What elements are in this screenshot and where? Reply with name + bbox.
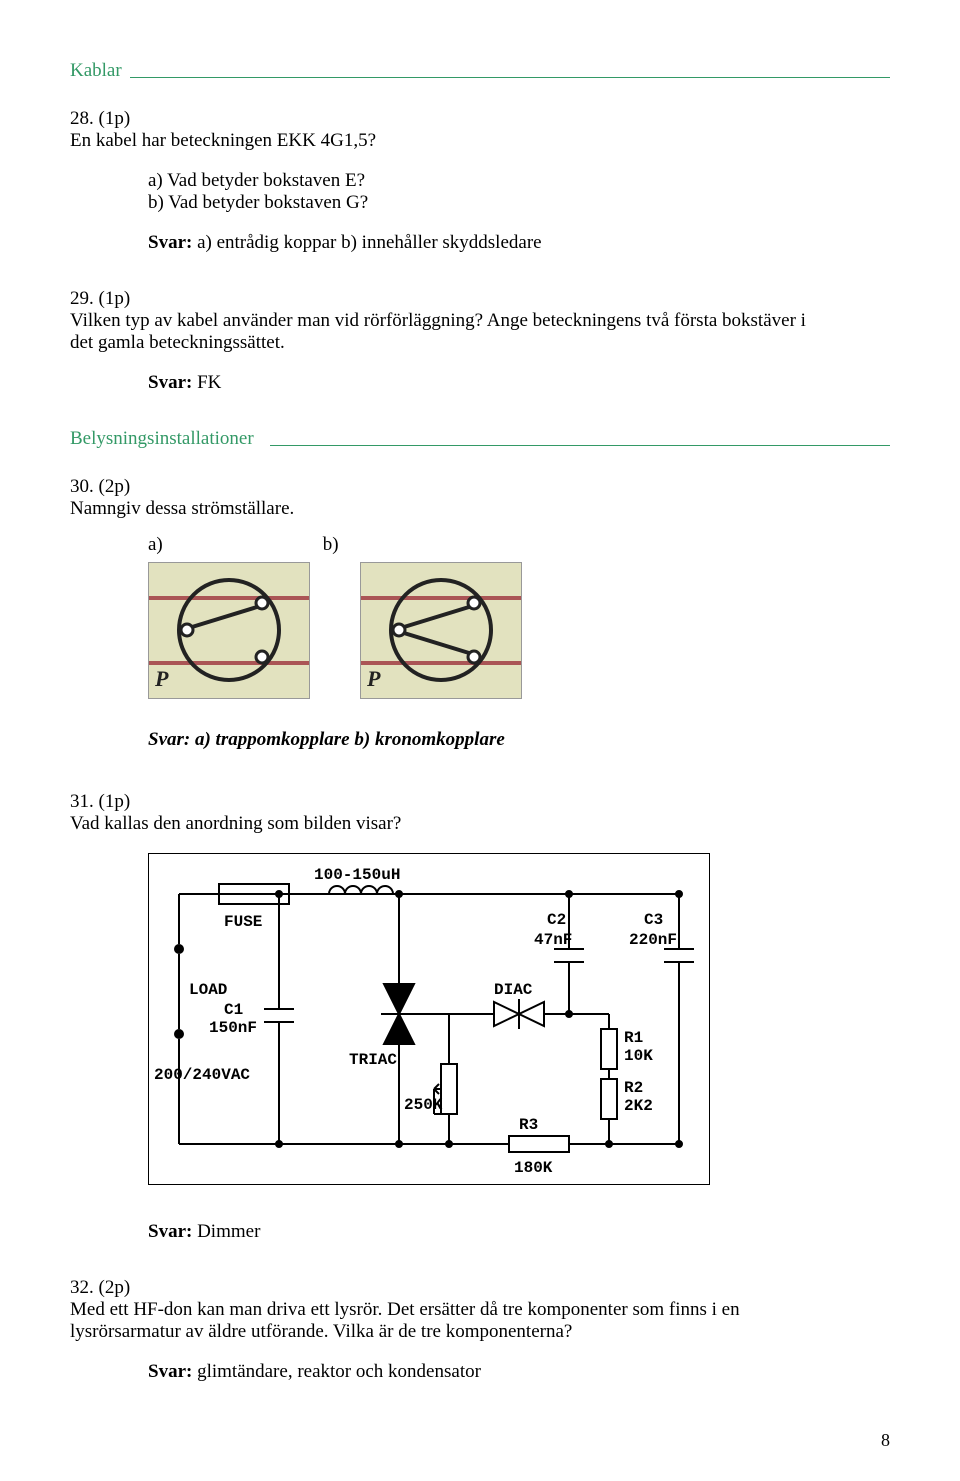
svg-text:220nF: 220nF: [629, 931, 677, 949]
page-number: 8: [881, 1430, 890, 1451]
svg-text:200/240VAC: 200/240VAC: [154, 1066, 250, 1084]
svg-text:R2: R2: [624, 1079, 643, 1097]
svg-text:C2: C2: [547, 911, 566, 929]
q32-svar-text: glimtändare, reaktor och kondensator: [192, 1361, 481, 1382]
section-title-text: Kablar: [70, 60, 122, 81]
switch-diagram-b: P: [360, 562, 522, 699]
q30-images: P P: [148, 562, 890, 699]
svg-text:R1: R1: [624, 1029, 643, 1047]
switch-diagram-a: P: [148, 562, 310, 699]
q32-svar-label: Svar:: [148, 1361, 192, 1382]
q28-svar-label: Svar:: [148, 232, 192, 253]
svg-text:47nF: 47nF: [534, 931, 572, 949]
q31-text: Vad kallas den anordning som bilden visa…: [70, 813, 808, 835]
q31-svar-label: Svar:: [148, 1221, 192, 1242]
question-30: 30. (2p) Namngiv dessa strömställare.: [70, 476, 890, 520]
svg-text:150nF: 150nF: [209, 1019, 257, 1037]
p-label-b: P: [367, 666, 380, 692]
svg-text:TRIAC: TRIAC: [349, 1051, 397, 1069]
q30-svar-text: a) trappomkopplare b) kronomkopplare: [190, 729, 505, 750]
svg-text:LOAD: LOAD: [189, 981, 227, 999]
q32-number: 32. (2p): [70, 1277, 148, 1299]
svg-text:FUSE: FUSE: [224, 913, 262, 931]
q28-answer: Svar: a) entrådig koppar b) innehåller s…: [148, 232, 890, 254]
section-title-text2: Belysningsinstallationer: [70, 428, 254, 449]
q28-option-b: b) Vad betyder bokstaven G?: [148, 192, 890, 214]
q29-svar-text: FK: [192, 372, 221, 393]
q30-labels: a) b): [148, 534, 890, 556]
q29-answer: Svar: FK: [148, 372, 890, 394]
svg-text:C1: C1: [224, 1001, 243, 1019]
q30-text: Namngiv dessa strömställare.: [70, 498, 808, 520]
question-28: 28. (1p) En kabel har beteckningen EKK 4…: [70, 108, 890, 152]
q29-svar-label: Svar:: [148, 372, 192, 393]
q29-text: Vilken typ av kabel använder man vid rör…: [70, 310, 808, 354]
q32-answer: Svar: glimtändare, reaktor och kondensat…: [148, 1361, 890, 1383]
question-31: 31. (1p) Vad kallas den anordning som bi…: [70, 791, 890, 835]
question-32: 32. (2p) Med ett HF-don kan man driva et…: [70, 1277, 890, 1343]
q31-svar-text: Dimmer: [192, 1221, 260, 1242]
q31-answer: Svar: Dimmer: [148, 1221, 890, 1243]
svg-text:180K: 180K: [514, 1159, 553, 1177]
section-title-belysning: Belysningsinstallationer: [70, 428, 890, 450]
svg-text:DIAC: DIAC: [494, 981, 533, 999]
question-29: 29. (1p) Vilken typ av kabel använder ma…: [70, 288, 890, 354]
svg-text:2K2: 2K2: [624, 1097, 653, 1115]
svg-text:C3: C3: [644, 911, 663, 929]
q30-label-a: a): [148, 534, 163, 556]
svg-text:100-150uH: 100-150uH: [314, 866, 400, 884]
q28-svar-text: a) entrådig koppar b) innehåller skyddsl…: [192, 232, 541, 253]
q30-number: 30. (2p): [70, 476, 148, 498]
q30-answer: Svar: a) trappomkopplare b) kronomkoppla…: [148, 729, 890, 751]
q30-label-b: b): [323, 534, 339, 556]
svg-text:10K: 10K: [624, 1047, 653, 1065]
q31-number: 31. (1p): [70, 791, 148, 813]
svg-text:R3: R3: [519, 1116, 538, 1134]
circuit-diagram: FUSE 100-150uH LOAD 200/240VAC C1 150nF …: [148, 853, 710, 1185]
q28-number: 28. (1p): [70, 108, 148, 130]
q29-number: 29. (1p): [70, 288, 148, 310]
q28-option-a: a) Vad betyder bokstaven E?: [148, 170, 890, 192]
p-label-a: P: [155, 666, 168, 692]
q32-text: Med ett HF-don kan man driva ett lysrör.…: [70, 1299, 808, 1343]
section-title-kablar: Kablar: [70, 60, 890, 82]
q30-svar-label: Svar:: [148, 729, 190, 750]
q28-text: En kabel har beteckningen EKK 4G1,5?: [70, 130, 808, 152]
svg-text:250K: 250K: [404, 1096, 443, 1114]
